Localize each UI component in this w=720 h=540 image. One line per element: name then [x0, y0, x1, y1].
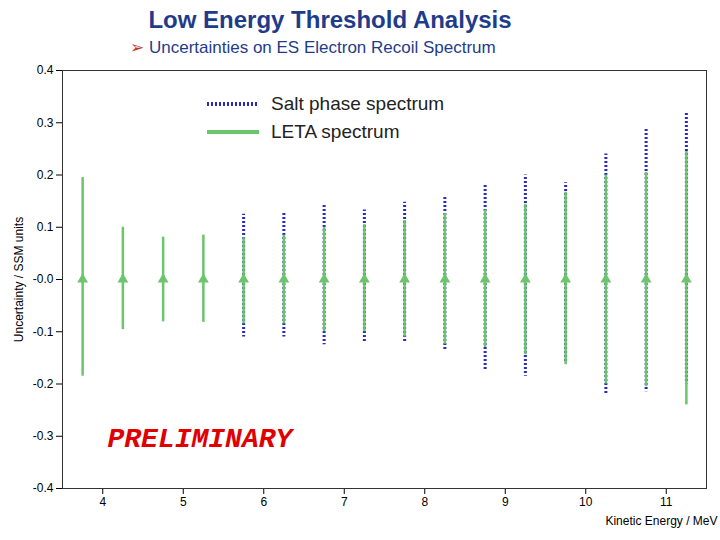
svg-text:Kinetic Energy / MeV: Kinetic Energy / MeV: [605, 514, 717, 528]
html-text:Salt phase spectrum: Salt phase spectrum: [271, 93, 445, 114]
svg-text:6: 6: [260, 495, 267, 509]
svg-text:10: 10: [579, 495, 593, 509]
svg-text:Uncertainty / SSM units: Uncertainty / SSM units: [12, 217, 26, 342]
svg-text:5: 5: [180, 495, 187, 509]
svg-text:-0.4: -0.4: [33, 481, 54, 495]
svg-text:0.3: 0.3: [37, 116, 54, 130]
svg-text:9: 9: [502, 495, 509, 509]
svg-text:4: 4: [99, 495, 106, 509]
svg-text:0.1: 0.1: [37, 220, 54, 234]
html-text:Low Energy Threshold Analysis: Low Energy Threshold Analysis: [148, 6, 512, 33]
svg-text:-0.1: -0.1: [33, 325, 54, 339]
svg-text:0.2: 0.2: [37, 168, 54, 182]
html-text:LETA spectrum: LETA spectrum: [271, 121, 400, 142]
svg-text:11: 11: [660, 495, 673, 509]
svg-text:-0.0: -0.0: [33, 272, 54, 286]
svg-text:-0.3: -0.3: [33, 429, 54, 443]
svg-text:-0.2: -0.2: [33, 377, 54, 391]
html-text:➢ Uncertainties on ES Electron: ➢ Uncertainties on ES Electron Recoil Sp…: [130, 38, 496, 57]
svg-text:PRELIMINARY: PRELIMINARY: [108, 424, 295, 455]
svg-text:0.4: 0.4: [37, 63, 54, 77]
svg-text:8: 8: [421, 495, 428, 509]
svg-text:7: 7: [341, 495, 348, 509]
